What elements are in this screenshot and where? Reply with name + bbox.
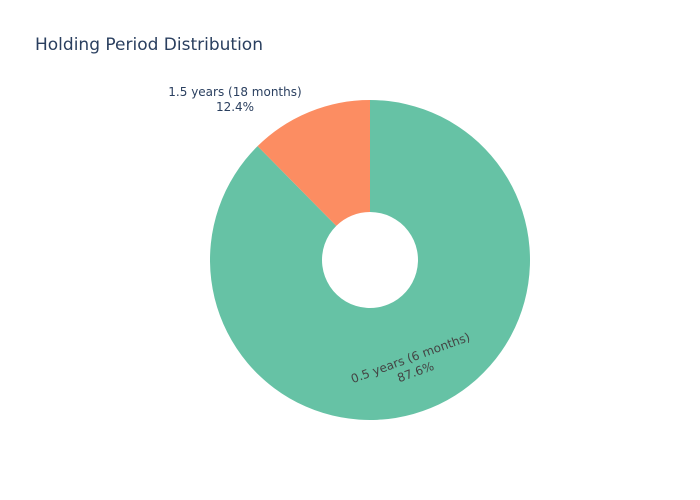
donut-slices <box>210 100 531 421</box>
slice-label-percent: 12.4% <box>216 100 254 114</box>
slice-0[interactable] <box>210 100 531 421</box>
slice-label-category: 1.5 years (18 months) <box>168 85 301 99</box>
slice-label-1: 1.5 years (18 months) 12.4% <box>168 85 301 114</box>
slice-1[interactable] <box>257 100 370 226</box>
chart-title: Holding Period Distribution <box>35 35 263 55</box>
